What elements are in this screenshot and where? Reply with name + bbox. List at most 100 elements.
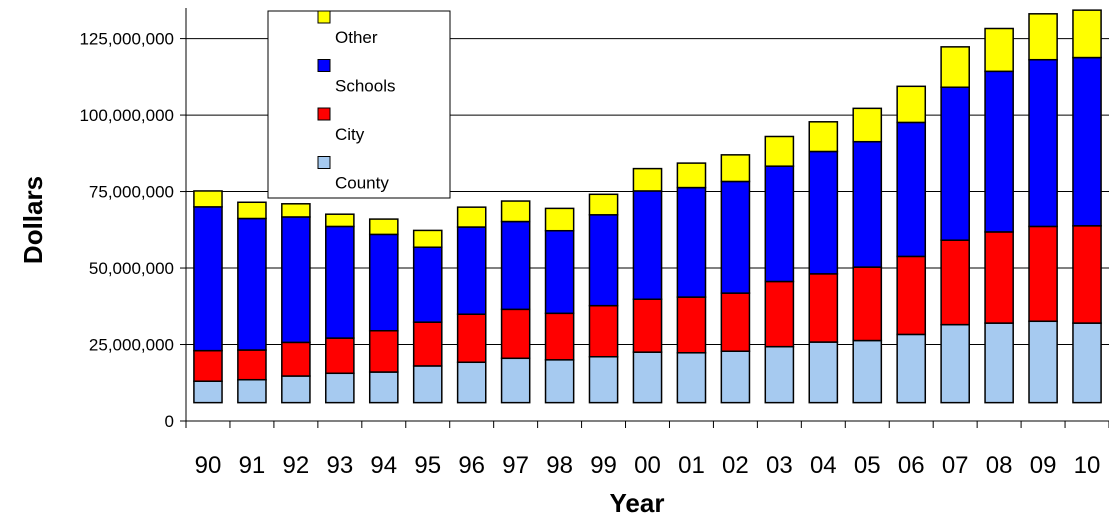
y-tick-label: 0 <box>165 412 174 431</box>
bar-segment-city <box>896 255 927 336</box>
bar-segment-other <box>456 206 487 228</box>
bar-segment-schools <box>764 165 795 283</box>
y-tick-label: 75,000,000 <box>89 183 174 202</box>
bar-segment-county <box>940 323 970 404</box>
bar-segment-city <box>940 239 970 326</box>
x-tick-label: 03 <box>766 452 793 479</box>
bar-segment-county <box>544 359 575 404</box>
bar-segment-county <box>808 341 839 404</box>
bar-segment-schools <box>984 70 1014 233</box>
bar-segment-schools <box>1072 56 1102 227</box>
bar-segment-schools <box>632 190 663 300</box>
bar-segment-other <box>325 213 355 228</box>
y-tick-label: 25,000,000 <box>89 336 174 355</box>
x-tick-label: 08 <box>986 452 1013 479</box>
bar-segment-city <box>500 308 531 360</box>
bar-segment-county <box>676 352 707 404</box>
legend-label-city: City <box>335 125 365 144</box>
bar-segment-schools <box>1028 58 1058 228</box>
legend-swatch-schools <box>317 59 331 72</box>
legend-swatch-city <box>317 107 331 121</box>
bar-segment-county <box>368 371 399 404</box>
bar-segment-schools <box>456 226 487 315</box>
bar-segment-schools <box>808 150 839 275</box>
bar-segment-county <box>325 372 355 404</box>
bars <box>193 9 1102 404</box>
x-tick-label: 94 <box>370 452 397 479</box>
bar-segment-city <box>676 296 707 354</box>
x-tick-label: 93 <box>326 452 353 479</box>
legend-swatch-other <box>317 10 331 24</box>
legend: Other Schools City County <box>267 10 451 199</box>
bar-segment-county <box>984 322 1014 404</box>
bar-segment-city <box>984 231 1014 324</box>
bar-segment-city <box>193 349 223 382</box>
bar-segment-city <box>720 292 751 352</box>
bar-segment-schools <box>676 186 707 298</box>
x-tick-label: 98 <box>546 452 573 479</box>
x-tick-label: 09 <box>1030 452 1057 479</box>
bar-segment-schools <box>237 217 267 351</box>
bar-segment-other <box>764 135 795 167</box>
bar-segment-other <box>281 203 311 218</box>
bar-segment-other <box>1072 9 1102 59</box>
y-tick-labels: 0 25,000,000 50,000,000 75,000,000 100,000,0… <box>79 30 174 431</box>
bar-segment-county <box>588 356 619 404</box>
bar-segment-county <box>456 361 487 404</box>
bar-segment-other <box>720 154 751 183</box>
bar-segment-schools <box>588 214 619 307</box>
bar-segment-other <box>896 85 927 124</box>
legend-label-county: County <box>335 174 389 193</box>
bar-segment-city <box>632 298 663 353</box>
bar-segment-county <box>193 380 223 404</box>
axes <box>180 8 1109 428</box>
bar-segment-city <box>544 312 575 361</box>
bar-segment-schools <box>544 229 575 315</box>
legend-label-other: Other <box>335 28 378 47</box>
x-tick-label: 07 <box>942 452 969 479</box>
bar-segment-schools <box>412 246 443 323</box>
bar-segment-city <box>808 273 839 343</box>
bar-segment-city <box>852 266 883 342</box>
bar-segment-other <box>632 167 663 192</box>
bar-segment-other <box>940 46 970 88</box>
bar-segment-other <box>1028 13 1058 61</box>
bar-segment-other <box>193 190 223 208</box>
x-tick-label: 00 <box>634 452 661 479</box>
bar-segment-other <box>412 229 443 248</box>
bar-segment-city <box>764 280 795 348</box>
bar-segment-city <box>588 304 619 358</box>
bar-segment-other <box>588 193 619 216</box>
bar-segment-other <box>237 201 267 220</box>
x-tick-label: 99 <box>590 452 617 479</box>
x-tick-label: 97 <box>502 452 529 479</box>
legend-frame <box>267 10 451 199</box>
bar-segment-schools <box>940 86 970 241</box>
bar-segment-county <box>720 350 751 404</box>
bar-segment-schools <box>368 233 399 332</box>
bar-segment-county <box>237 378 267 404</box>
bar-segment-schools <box>281 216 311 344</box>
bar-segment-city <box>237 349 267 381</box>
bar-segment-city <box>1072 225 1102 324</box>
bar-segment-city <box>281 341 311 377</box>
bar-segment-schools <box>896 121 927 258</box>
bar-segment-schools <box>325 225 355 339</box>
x-tick-label: 02 <box>722 452 749 479</box>
x-tick-label: 01 <box>678 452 705 479</box>
bar-segment-county <box>1028 320 1058 404</box>
bar-segment-county <box>412 365 443 404</box>
bar-segment-county <box>764 345 795 404</box>
x-axis-title: Year <box>610 488 665 518</box>
y-tick-label: 125,000,000 <box>79 30 174 49</box>
bar-segment-schools <box>852 140 883 268</box>
x-tick-label: 04 <box>810 452 837 479</box>
legend-label-schools: Schools <box>335 77 395 96</box>
x-tick-label: 96 <box>458 452 485 479</box>
bar-segment-city <box>412 321 443 367</box>
bar-segment-schools <box>720 180 751 294</box>
bar-segment-county <box>1072 322 1102 404</box>
bar-segment-other <box>368 218 399 236</box>
bar-segment-other <box>984 27 1014 73</box>
